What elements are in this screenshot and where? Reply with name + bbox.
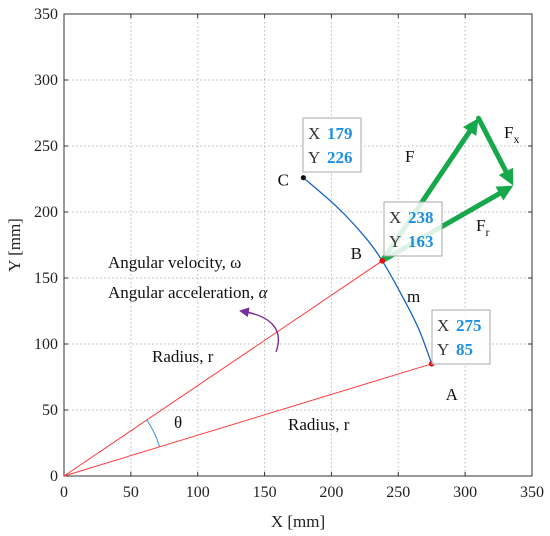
datatip-box [302,117,362,173]
force-r-subscript: r [485,225,489,239]
force-f-head [462,118,479,137]
datatip-box [431,309,491,365]
mass-label: m [407,287,420,306]
datatip-y-key: Y [308,148,320,167]
x-tick-label: 350 [520,484,544,501]
y-tick-label: 150 [34,270,58,287]
plot-frame [63,13,533,477]
x-axis-label: X [mm] [271,512,325,531]
datatip-x-key: X [437,316,449,335]
y-tick-label: 300 [34,72,58,89]
datatip-x-key: X [308,124,320,143]
x-tick-label: 100 [186,484,210,501]
y-tick-label: 250 [34,138,58,155]
y-tick-label: 0 [50,468,58,485]
datatip-y-value: 226 [327,148,353,167]
force-r-base: F [476,216,485,235]
radius-lines [63,260,432,477]
theta-arc [146,419,161,447]
datatips: X 179 Y 226 X 238 Y 163 X 275 Y 85 [302,117,491,365]
y-tick-label: 100 [34,336,58,353]
radius-line [63,363,432,477]
y-tick-label: 350 [34,6,58,23]
force-x-base: F [504,123,513,142]
radius-lower-label: Radius, r [288,415,350,434]
point-c-marker [300,175,306,181]
grid [64,14,532,476]
x-tick-label: 150 [253,484,277,501]
force-r-label: Fr [476,216,489,239]
x-tick-label: 250 [386,484,410,501]
x-tick-label: 0 [60,484,68,501]
angular-rotation-arrow-icon [239,307,280,353]
force-x-label: Fx [504,123,519,146]
datatip-box [383,201,443,257]
point-label-a: A [446,385,459,404]
points: A B C [278,171,459,404]
theta-label: θ [174,413,182,432]
y-tick-label: 50 [42,402,58,419]
force-label: F [405,147,414,166]
angular-velocity-label: Angular velocity, ω [108,253,241,272]
datatip-x-value: 275 [456,316,482,335]
force-fx-head [498,167,514,186]
point-label-c: C [278,171,289,190]
y-tick-label: 200 [34,204,58,221]
x-tick-label: 200 [319,484,343,501]
datatip-x-value: 238 [408,208,434,227]
point-label-b: B [351,244,362,263]
datatip-x-value: 179 [327,124,353,143]
datatip-b: X 238 Y 163 [383,201,443,257]
y-tick-labels: 0 50 100 150 200 250 300 350 [34,6,532,485]
datatip-y-value: 85 [456,340,473,359]
datatip-x-key: X [389,208,401,227]
point-b-marker [379,258,386,264]
y-axis-label: Y [mm] [5,218,24,272]
datatip-y-key: Y [437,340,449,359]
force-fx-shaft [476,115,509,174]
force-fr-head [495,185,514,201]
angular-acceleration-text: Angular acceleration, [108,283,259,302]
radius-line [63,260,383,477]
force-x-subscript: x [513,132,519,146]
datatip-a: X 275 Y 85 [431,309,491,365]
angular-acceleration-symbol: α [259,283,269,302]
radius-upper-label: Radius, r [152,347,214,366]
angular-acceleration-label: Angular acceleration, α [108,283,269,302]
x-tick-label: 50 [123,484,139,501]
datatip-c: X 179 Y 226 [302,117,362,173]
datatip-y-key: Y [389,232,401,251]
datatip-y-value: 163 [408,232,434,251]
x-tick-labels: 0 50 100 150 200 250 300 350 [60,14,544,501]
x-tick-label: 300 [453,484,477,501]
